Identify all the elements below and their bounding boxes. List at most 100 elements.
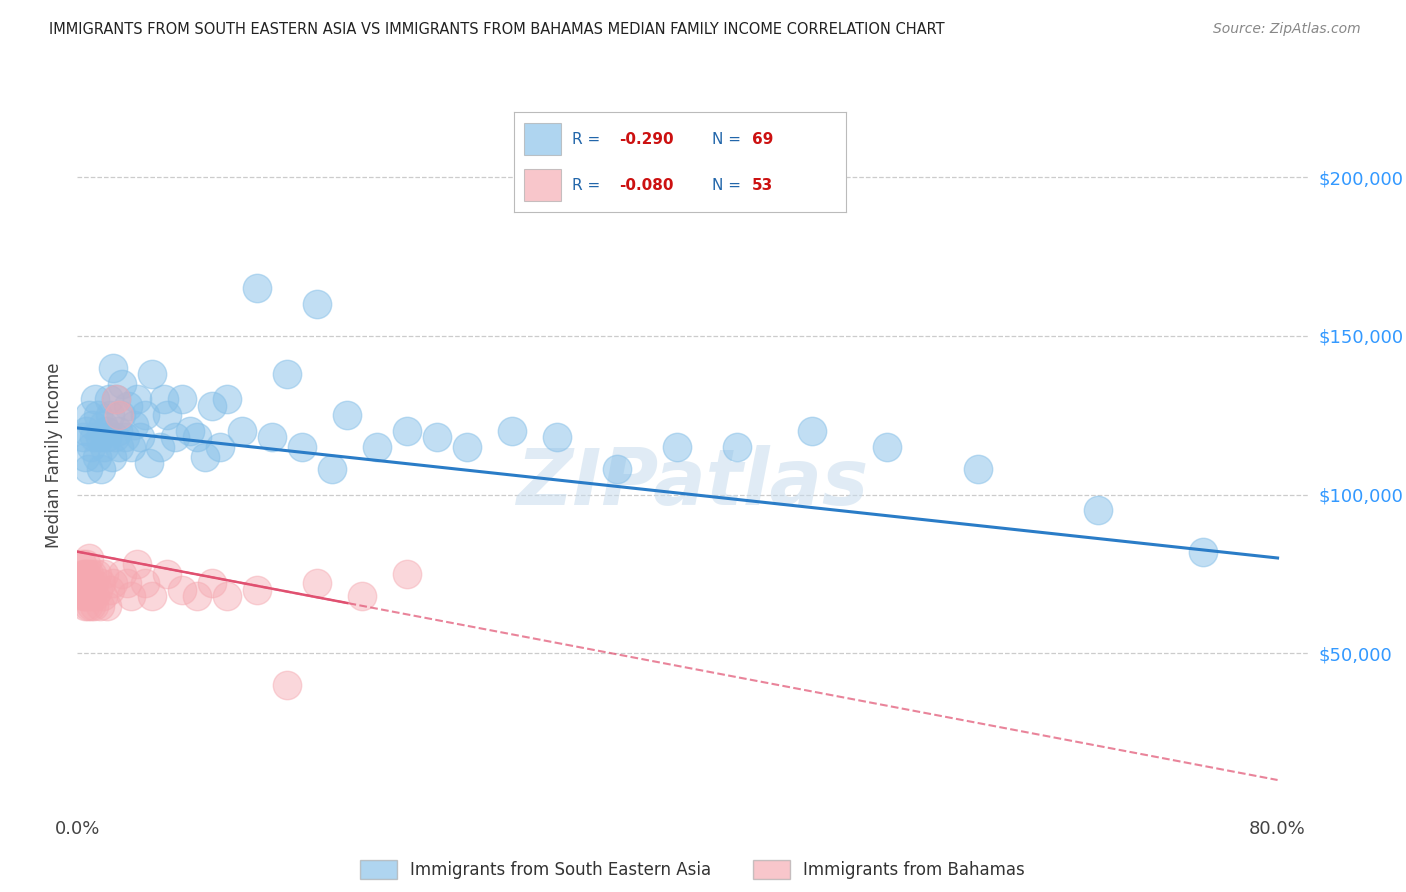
Point [117, 399, 139, 413]
Point [80, 440, 103, 454]
Point [801, 424, 824, 438]
Point [89, 430, 111, 444]
Point [76, 462, 98, 476]
Text: ZIPatlas: ZIPatlas [516, 445, 869, 522]
Point [876, 440, 898, 454]
Point [291, 440, 314, 454]
Point [73, 599, 96, 613]
Point [76, 582, 98, 597]
Point [107, 424, 129, 438]
Point [70, 558, 93, 572]
Point [307, 297, 329, 311]
Point [111, 566, 134, 581]
Point [129, 430, 152, 444]
Point [396, 424, 419, 438]
Point [79, 551, 101, 566]
Legend: Immigrants from South Eastern Asia, Immigrants from Bahamas: Immigrants from South Eastern Asia, Immi… [353, 853, 1032, 886]
Point [96, 430, 118, 444]
Point [127, 558, 149, 572]
Point [321, 462, 343, 476]
Point [163, 430, 186, 444]
Point [84, 392, 107, 407]
Point [91, 417, 114, 432]
Point [86, 566, 108, 581]
Point [73, 450, 96, 464]
Point [79, 589, 101, 603]
Point [366, 440, 388, 454]
Point [172, 582, 194, 597]
Point [307, 576, 329, 591]
Point [84, 589, 107, 603]
Point [114, 430, 136, 444]
Point [72, 576, 94, 591]
Point [727, 440, 749, 454]
Point [75, 576, 97, 591]
Point [134, 576, 156, 591]
Point [105, 392, 128, 407]
Point [127, 392, 149, 407]
Point [276, 678, 298, 692]
Point [80, 576, 103, 591]
Point [73, 566, 96, 581]
Point [103, 576, 125, 591]
Point [141, 367, 163, 381]
Point [156, 409, 179, 423]
Point [82, 417, 104, 432]
Point [138, 456, 160, 470]
Point [179, 424, 201, 438]
Point [90, 576, 112, 591]
Point [201, 576, 224, 591]
Point [231, 424, 253, 438]
Point [217, 392, 239, 407]
Point [1191, 544, 1213, 558]
Point [217, 589, 239, 603]
Point [104, 430, 127, 444]
Text: Source: ZipAtlas.com: Source: ZipAtlas.com [1213, 22, 1361, 37]
Point [153, 392, 176, 407]
Point [82, 589, 104, 603]
Point [156, 566, 179, 581]
Point [336, 409, 359, 423]
Point [83, 576, 105, 591]
Point [186, 430, 208, 444]
Point [546, 430, 568, 444]
Point [111, 376, 134, 391]
Point [501, 424, 523, 438]
Point [103, 360, 125, 375]
Point [186, 589, 208, 603]
Point [75, 424, 97, 438]
Point [124, 417, 146, 432]
Point [134, 409, 156, 423]
Point [98, 582, 121, 597]
Point [194, 450, 217, 464]
Point [79, 409, 101, 423]
Point [94, 424, 117, 438]
Point [70, 576, 93, 591]
Point [149, 440, 172, 454]
Point [98, 409, 121, 423]
Point [172, 392, 194, 407]
Point [666, 440, 689, 454]
Point [83, 599, 105, 613]
Point [80, 599, 103, 613]
Point [76, 599, 98, 613]
Point [108, 409, 131, 423]
Text: IMMIGRANTS FROM SOUTH EASTERN ASIA VS IMMIGRANTS FROM BAHAMAS MEDIAN FAMILY INCO: IMMIGRANTS FROM SOUTH EASTERN ASIA VS IM… [49, 22, 945, 37]
Point [276, 367, 298, 381]
Point [79, 566, 101, 581]
Point [96, 599, 118, 613]
Point [262, 430, 284, 444]
Point [396, 566, 419, 581]
Point [75, 558, 97, 572]
Point [426, 430, 449, 444]
Point [93, 566, 115, 581]
Point [87, 409, 110, 423]
Point [93, 440, 115, 454]
Point [72, 430, 94, 444]
Point [87, 582, 110, 597]
Point [91, 589, 114, 603]
Point [105, 392, 128, 407]
Point [966, 462, 988, 476]
Y-axis label: Median Family Income: Median Family Income [45, 362, 63, 548]
Point [1087, 503, 1109, 517]
